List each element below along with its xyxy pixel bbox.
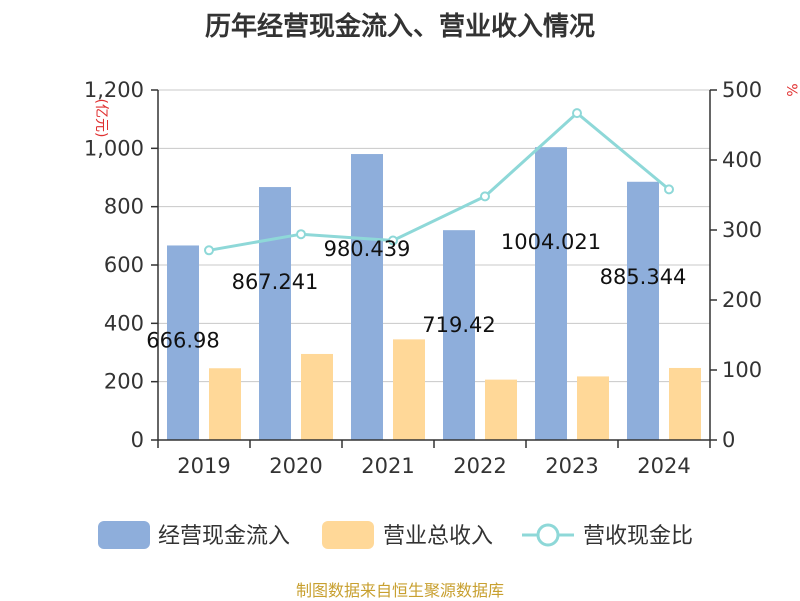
legend-swatch-revenue: [322, 521, 374, 549]
y-left-tick-label: 400: [104, 311, 144, 335]
line-point-revenue-cash-ratio: [480, 191, 490, 202]
y-left-tick-label: 1,200: [84, 78, 144, 102]
line-point-revenue-cash-ratio: [204, 245, 214, 256]
y-left-unit: (亿元): [93, 99, 109, 138]
y-right-tick-label: 100: [722, 358, 762, 382]
x-tick-label: 2024: [637, 454, 690, 478]
chart-title: 历年经营现金流入、营业收入情况: [204, 12, 595, 42]
y-right-unit: %: [783, 83, 799, 96]
y-right-tick-label: 400: [722, 148, 762, 172]
bar-revenue: [301, 353, 333, 440]
x-tick-label: 2023: [545, 454, 598, 478]
bar-cash-inflow: [351, 154, 383, 440]
legend-label-cash-inflow: 经营现金流入: [158, 524, 290, 549]
y-left-tick-label: 600: [104, 253, 144, 277]
bar-cash-inflow: [627, 181, 659, 441]
legend-label-ratio: 营收现金比: [583, 524, 693, 549]
line-point-revenue-cash-ratio: [664, 184, 674, 195]
bar-revenue: [669, 367, 701, 440]
y-right-tick-label: 300: [722, 218, 762, 242]
line-point-revenue-cash-ratio: [296, 229, 306, 240]
bar-revenue: [393, 339, 425, 440]
y-left-tick-label: 800: [104, 195, 144, 219]
data-label-cash-inflow: 867.241: [232, 270, 319, 294]
y-right-tick-label: 500: [722, 78, 762, 102]
bar-cash-inflow: [259, 187, 291, 440]
x-tick-label: 2021: [361, 454, 414, 478]
legend-swatch-marker-ratio: [536, 523, 560, 547]
y-left-tick-label: 0: [131, 428, 144, 452]
data-label-cash-inflow: 980.439: [324, 237, 411, 261]
bar-revenue: [485, 379, 517, 440]
line-point-revenue-cash-ratio: [388, 235, 398, 246]
bar-cash-inflow: [443, 230, 475, 440]
legend-label-revenue: 营业总收入: [383, 524, 493, 549]
bar-revenue: [209, 368, 241, 440]
y-left-tick-label: 1,000: [84, 136, 144, 160]
x-tick-label: 2019: [177, 454, 230, 478]
line-revenue-cash-ratio: [208, 111, 670, 252]
y-left-tick-label: 200: [104, 370, 144, 394]
data-label-cash-inflow: 1004.021: [501, 230, 601, 254]
line-point-revenue-cash-ratio: [572, 108, 582, 119]
bar-cash-inflow: [535, 147, 567, 441]
bar-cash-inflow: [167, 245, 199, 440]
data-label-cash-inflow: 666.98: [146, 328, 219, 352]
y-right-tick-label: 0: [722, 428, 735, 452]
source-note: 制图数据来自恒生聚源数据库: [295, 581, 504, 600]
x-tick-label: 2022: [453, 454, 506, 478]
data-label-cash-inflow: 719.42: [422, 313, 495, 337]
bar-revenue: [577, 376, 609, 440]
legend-swatch-cash-inflow: [98, 521, 150, 549]
data-label-cash-inflow: 885.344: [600, 265, 687, 289]
x-tick-label: 2020: [269, 454, 322, 478]
y-right-tick-label: 200: [722, 288, 762, 312]
